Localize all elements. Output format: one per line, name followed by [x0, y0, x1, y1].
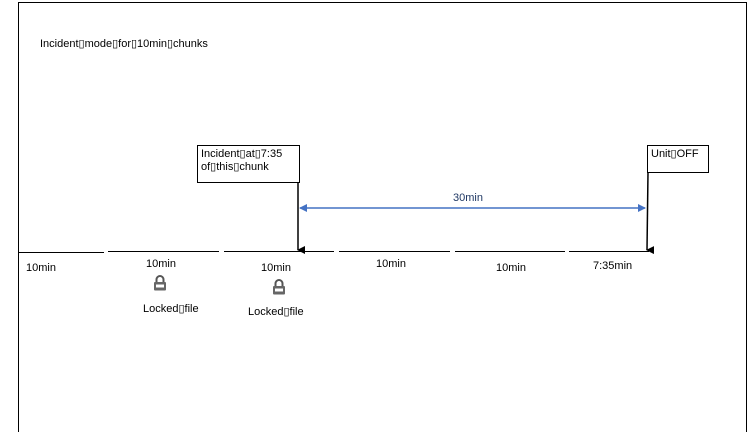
arrows-layer: [297, 171, 655, 255]
locked-file-note-1: Locked▯file: [143, 303, 199, 315]
lock-icon: [154, 275, 166, 291]
timeline-segment-1: [18, 252, 104, 253]
lock-icon: [273, 279, 285, 295]
segment-label-1: 10min: [26, 262, 56, 274]
unit-off-arrow: [646, 171, 655, 255]
duration-label: 30min: [453, 192, 483, 204]
segment-label-6: 7:35min: [593, 260, 633, 272]
diagram-frame: [18, 2, 747, 432]
diagram-title: Incident▯mode▯for▯10min▯chunks: [40, 38, 208, 50]
incident-callout: Incident▯at▯7:35 of▯this▯chunk: [197, 145, 300, 183]
unit-off-callout: Unit▯OFF: [647, 145, 709, 173]
timeline-segment-4: [339, 251, 450, 252]
timeline-segment-2: [108, 251, 219, 252]
segment-label-5: 10min: [496, 262, 526, 274]
segment-label-2: 10min: [146, 258, 176, 270]
segment-label-4: 10min: [376, 258, 406, 270]
segment-label-3: 10min: [261, 262, 291, 274]
timeline-segment-3: [224, 251, 334, 252]
timeline-segment-6: [569, 251, 649, 252]
locked-file-note-2: Locked▯file: [248, 306, 304, 318]
timeline-segment-5: [455, 251, 565, 252]
